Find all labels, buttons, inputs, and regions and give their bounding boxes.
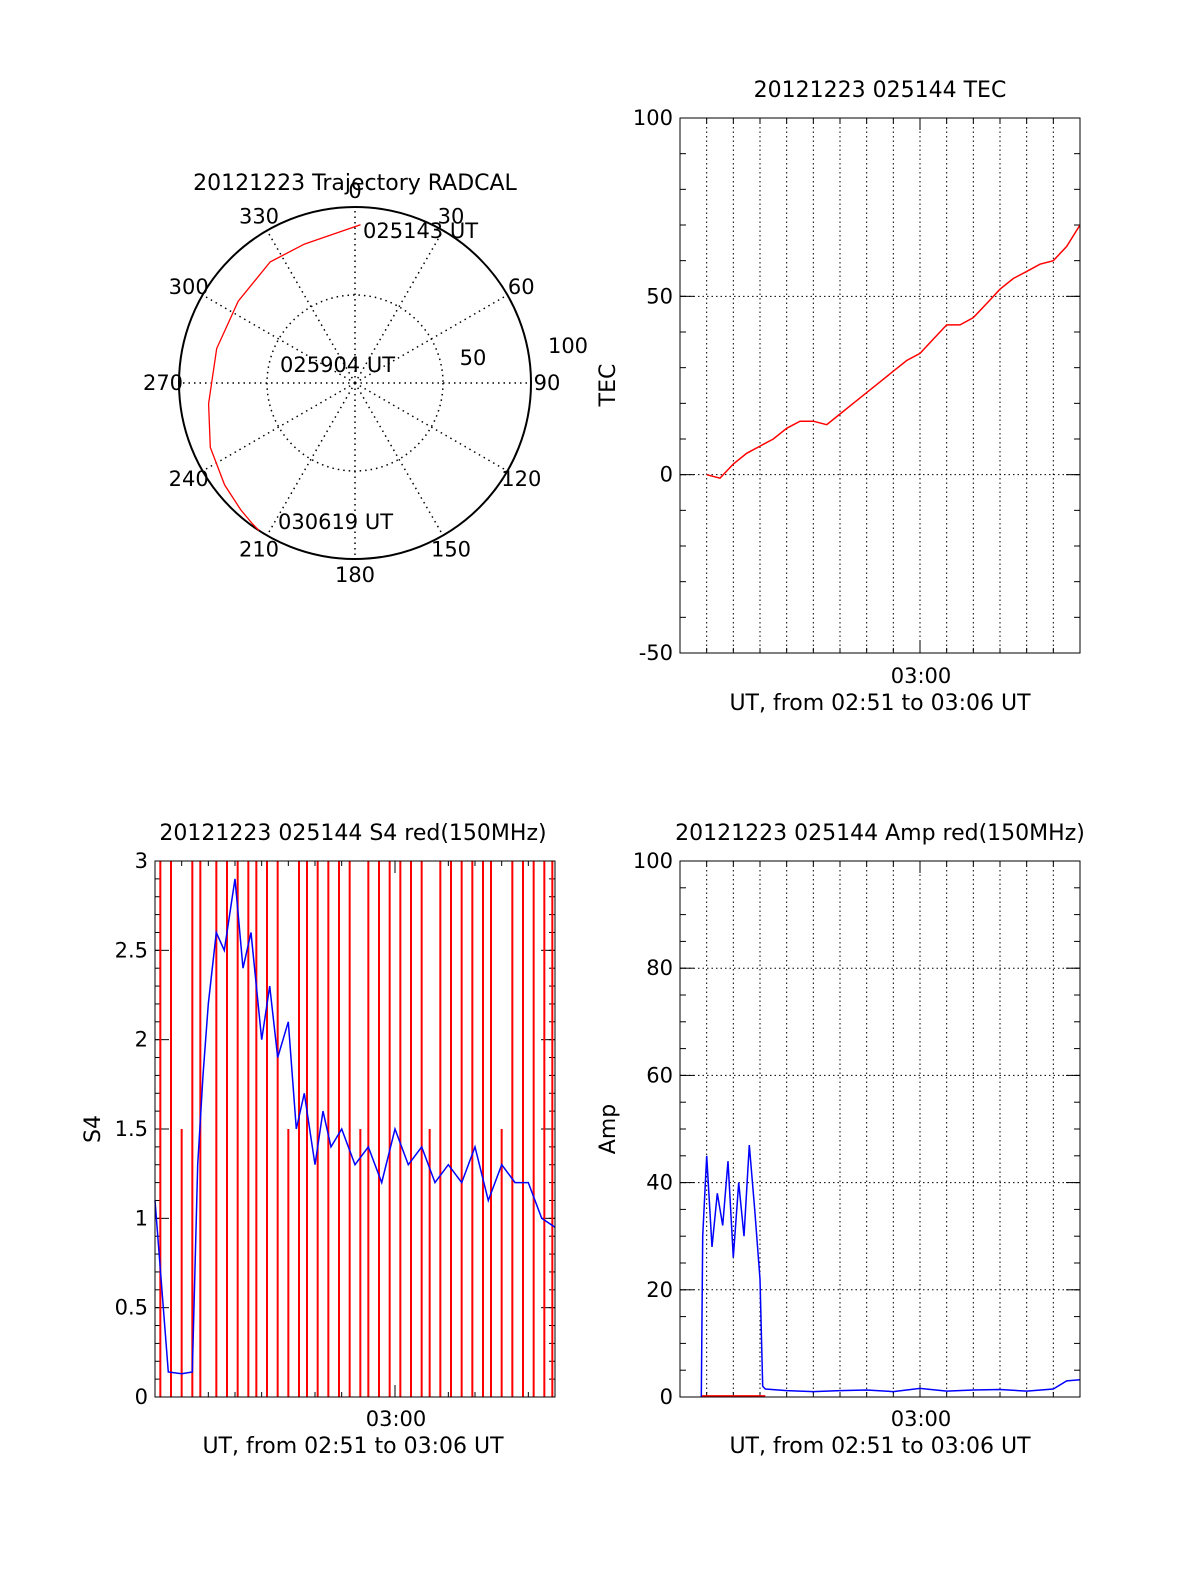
s4-x-tick-label: 03:00 [366, 1407, 427, 1431]
y-tick-label: 40 [646, 1171, 673, 1195]
amp-title: 20121223 025144 Amp red(150MHz) [675, 821, 1085, 846]
polar-angle-label: 330 [239, 205, 279, 229]
polar-spoke [354, 230, 444, 384]
polar-angle-label: 30 [438, 205, 465, 229]
y-tick-label: 100 [633, 849, 673, 873]
polar-angle-label: 240 [169, 467, 209, 491]
amp-x-axis-label: UT, from 02:51 to 03:06 UT [729, 1434, 1031, 1459]
tec-line [706, 224, 1081, 480]
y-tick-label: 3 [135, 849, 148, 873]
s4-y-axis-label: S4 [81, 1115, 106, 1143]
polar-angle-label: 300 [169, 275, 209, 299]
tec-y-axis-label: TEC [596, 364, 621, 408]
polar-spoke [354, 382, 444, 536]
polar-outer-circle [178, 206, 532, 560]
trajectory-line [207, 224, 361, 532]
y-tick-label: 0 [135, 1385, 148, 1409]
amp-grid [680, 861, 1080, 1397]
polar-angle-label: 210 [239, 537, 279, 561]
y-tick-label: 1.5 [115, 1117, 148, 1141]
amp-blue-line [700, 1145, 1081, 1398]
polar-angle-labels: 0 30 60 90 120 150 180 210 240 270 300 330 [143, 179, 560, 587]
polar-angle-label: 180 [335, 563, 375, 587]
trajectory-center-label: 025904 UT [280, 353, 395, 377]
s4-title: 20121223 025144 S4 red(150MHz) [159, 821, 546, 846]
polar-spoke [266, 230, 356, 384]
s4-x-axis-label: UT, from 02:51 to 03:06 UT [202, 1434, 504, 1459]
y-tick-label: -50 [639, 641, 673, 665]
y-tick-label: 80 [646, 956, 673, 980]
polar-spoke [354, 382, 508, 472]
trajectory-end-label: 030619 UT [278, 510, 393, 534]
y-tick-label: 0.5 [115, 1296, 148, 1320]
polar-spoke [202, 382, 356, 472]
y-tick-label: 2 [135, 1028, 148, 1052]
y-tick-label: 0 [660, 463, 673, 487]
y-tick-label: 50 [646, 284, 673, 308]
tec-title: 20121223 025144 TEC [754, 78, 1007, 103]
radial-label-100: 100 [548, 334, 588, 358]
tec-plot-frame [679, 117, 1081, 654]
trajectory-title: 20121223 Trajectory RADCAL [193, 171, 517, 196]
tec-x-axis-label: UT, from 02:51 to 03:06 UT [729, 691, 1031, 716]
y-tick-label: 100 [633, 106, 673, 130]
polar-spoke [354, 294, 508, 384]
polar-angle-label: 60 [508, 275, 535, 299]
s4-chart: 20121223 025144 S4 red(150MHz) 0 0.5 1 1.5 2… [81, 821, 556, 1459]
y-tick-label: 60 [646, 1063, 673, 1087]
tec-x-tick-label: 03:00 [891, 664, 952, 688]
polar-angle-label: 120 [501, 467, 541, 491]
s4-plot-frame [154, 860, 556, 1398]
y-tick-label: 1 [135, 1206, 148, 1230]
polar-spoke [202, 294, 356, 384]
amp-chart: 20121223 025144 Amp red(150MHz) 0 20 40 60 8… [596, 821, 1085, 1459]
s4-series [154, 861, 556, 1397]
amp-ticks: 0 20 40 60 80 100 [633, 849, 1080, 1409]
tec-ticks: -50 0 50 100 [633, 106, 1080, 665]
tec-series [706, 224, 1081, 480]
amp-plot-frame [679, 860, 1081, 1398]
polar-angle-label: 0 [348, 179, 361, 203]
trajectory-start-label: 025143 UT [363, 219, 478, 243]
polar-angle-label: 150 [431, 537, 471, 561]
polar-grid [179, 207, 531, 559]
radial-label-50: 50 [460, 346, 487, 370]
s4-blue-line [154, 878, 556, 1375]
s4-ticks: 0 0.5 1 1.5 2 2.5 3 [115, 849, 555, 1409]
amp-x-tick-label: 03:00 [891, 1407, 952, 1431]
polar-angle-label: 270 [143, 371, 183, 395]
tec-grid [680, 118, 1080, 653]
trajectory-polar-chart: 20121223 Trajectory RADCAL 0 30 60 90 120 150… [143, 171, 588, 587]
amp-series [700, 1145, 1081, 1398]
polar-angle-label: 90 [534, 371, 561, 395]
y-tick-label: 0 [660, 1385, 673, 1409]
y-tick-label: 2.5 [115, 938, 148, 962]
amp-y-axis-label: Amp [596, 1104, 621, 1154]
polar-spoke [266, 382, 356, 536]
y-tick-label: 20 [646, 1278, 673, 1302]
